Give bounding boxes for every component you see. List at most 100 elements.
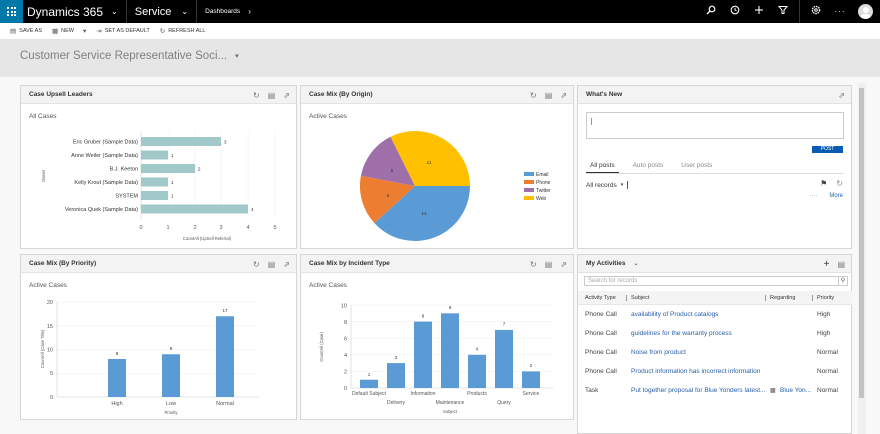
tab-all-posts[interactable]: All posts — [586, 161, 619, 173]
subject-link[interactable]: guidelines for the warranty process — [631, 330, 732, 337]
scrollbar-thumb[interactable] — [859, 88, 864, 398]
svg-text:Web: Web — [536, 196, 546, 202]
table-row[interactable]: Phone Call Product information has incor… — [578, 363, 852, 381]
svg-text:Owner: Owner — [41, 169, 46, 182]
refresh-icon[interactable]: ↻ — [836, 179, 843, 188]
svg-text:1: 1 — [171, 153, 174, 158]
svg-text:Phone: Phone — [536, 180, 551, 186]
tab-user-posts[interactable]: User posts — [681, 162, 713, 169]
priority: Normal — [817, 368, 838, 375]
dashboard-title: Customer Service Representative Soci... — [20, 50, 228, 62]
panel-header: Case Upsell Leaders ↻ ▤ ⇗ — [21, 86, 296, 104]
post-button[interactable]: POST — [812, 146, 843, 153]
svg-text:Anne Weiler (Sample Data): Anne Weiler (Sample Data) — [71, 153, 138, 159]
more-dots-icon[interactable]: ···· — [809, 193, 818, 199]
svg-text:Maintenance: Maintenance — [436, 400, 465, 406]
panel-header: Case Mix (By Origin) ↻ ▤ ⇗ — [301, 86, 573, 104]
col-subject[interactable]: Subject — [626, 295, 649, 301]
priority: High — [817, 330, 831, 337]
col-activity-type[interactable]: Activity Type — [585, 295, 616, 301]
col-regarding[interactable]: Regarding — [765, 295, 795, 301]
svg-text:4: 4 — [251, 207, 254, 212]
panel-header: Case Mix by Incident Type ↻ ▤ ⇗ — [301, 255, 573, 273]
table-row[interactable]: Phone Call availability of Product catal… — [578, 306, 852, 324]
grid-view-icon[interactable]: ▤ — [267, 90, 276, 100]
svg-text:B.J. Keeton: B.J. Keeton — [110, 167, 138, 173]
plus-icon[interactable] — [747, 5, 771, 18]
post-input[interactable] — [586, 112, 844, 139]
search-input[interactable]: Search for records ⚲ — [584, 276, 848, 286]
more-link[interactable]: More — [829, 193, 843, 199]
svg-text:Products: Products — [467, 391, 487, 397]
svg-text:Veronica Quek (Sample Data): Veronica Quek (Sample Data) — [65, 207, 138, 213]
svg-text:Normal: Normal — [216, 401, 234, 407]
table-row[interactable]: Task Put together proposal for Blue Yond… — [578, 382, 852, 400]
panel-title: Case Mix (By Priority) — [29, 260, 97, 267]
view-selector[interactable]: My Activities ⌄ — [586, 260, 639, 267]
regarding-link[interactable]: Blue Yon... — [780, 387, 812, 394]
upsell-bar-chart[interactable]: Eric Gruber (Sample Data) Anne Weiler (S… — [21, 104, 298, 250]
panel-whats-new: What's New ⇗ POST All posts Auto posts U… — [577, 85, 852, 249]
top-nav-bar: Dynamics 365 ⌄ Service ⌄ Dashboards › ··… — [0, 0, 880, 23]
search-icon[interactable]: ⚲ — [838, 277, 847, 285]
expand-icon[interactable]: ⇗ — [560, 259, 567, 269]
table-row[interactable]: Phone Call Noise from product Normal — [578, 344, 852, 362]
view-name: All Cases — [29, 113, 57, 120]
page-scrollbar[interactable] — [858, 83, 866, 434]
records-filter[interactable]: All records ▾ — [586, 181, 629, 189]
subject-link[interactable]: Put together proposal for Blue Yonders l… — [631, 387, 766, 394]
col-priority[interactable]: Priority — [812, 295, 834, 301]
expand-icon[interactable]: ⇗ — [283, 90, 290, 100]
svg-text:4: 4 — [246, 225, 249, 231]
history-icon[interactable] — [723, 5, 747, 18]
grid-view-icon[interactable]: ▤ — [544, 259, 553, 269]
filter-icon[interactable] — [771, 5, 795, 18]
panel-case-upsell-leaders: Case Upsell Leaders ↻ ▤ ⇗ All Cases Eric… — [20, 85, 297, 249]
refresh-all-label: REFRESH ALL — [168, 28, 206, 34]
subject-link[interactable]: Product information has incorrect inform… — [631, 368, 761, 375]
svg-text:0: 0 — [139, 225, 142, 231]
chevron-down-icon[interactable]: ▾ — [82, 28, 87, 35]
grid-view-icon[interactable]: ▤ — [544, 90, 553, 100]
breadcrumb-dashboards[interactable]: Dashboards — [205, 8, 241, 15]
svg-text:2: 2 — [344, 370, 347, 376]
area-switcher[interactable]: Service ⌄ — [127, 0, 198, 23]
refresh-icon[interactable]: ↻ — [530, 90, 537, 100]
search-icon[interactable] — [699, 5, 723, 18]
expand-icon[interactable]: ⇗ — [283, 259, 290, 269]
expand-icon[interactable]: ⇗ — [838, 90, 845, 100]
svg-text:8: 8 — [116, 351, 119, 356]
grid-view-icon[interactable]: ▤ — [267, 259, 276, 269]
list-view-icon[interactable]: ▤ — [837, 259, 845, 269]
chevron-right-icon: › — [248, 7, 251, 16]
save-as-button[interactable]: ▤ SAVE AS — [10, 27, 42, 35]
app-launcher-button[interactable] — [0, 0, 23, 23]
origin-pie-chart[interactable]: 13 5 5 11 Email Phone Twitter Web — [301, 104, 575, 250]
expand-icon[interactable]: ⇗ — [560, 90, 567, 100]
user-avatar[interactable] — [858, 4, 873, 19]
svg-text:11: 11 — [427, 160, 432, 165]
new-button[interactable]: ▩ NEW ▾ — [52, 27, 86, 35]
priority: Normal — [817, 349, 838, 356]
subject-link[interactable]: Noise from product — [631, 349, 686, 356]
refresh-icon[interactable]: ↻ — [530, 259, 537, 269]
svg-text:Priority: Priority — [164, 410, 178, 415]
subject-link[interactable]: availability of Product catalogs — [631, 311, 719, 318]
follow-flag-icon[interactable]: ⚑ — [820, 179, 828, 188]
priority-bar-chart[interactable]: 8 9 17 0 5 10 15 20 High Low Normal Priority Cou… — [21, 273, 298, 421]
set-as-default-button[interactable]: ⇥ SET AS DEFAULT — [96, 27, 150, 35]
breadcrumb[interactable]: Dashboards › — [197, 7, 259, 16]
table-row[interactable]: Phone Call guidelines for the warranty p… — [578, 325, 852, 343]
app-switcher[interactable]: Dynamics 365 ⌄ — [23, 0, 127, 23]
refresh-icon[interactable]: ↻ — [253, 90, 260, 100]
refresh-all-button[interactable]: ↻ REFRESH ALL — [160, 27, 206, 35]
more-icon[interactable]: ··· — [834, 7, 846, 16]
tab-auto-posts[interactable]: Auto posts — [632, 162, 664, 169]
dashboard-selector[interactable]: Customer Service Representative Soci... … — [20, 50, 239, 62]
refresh-icon[interactable]: ↻ — [253, 259, 260, 269]
gear-icon[interactable] — [804, 5, 828, 18]
incident-bar-chart[interactable]: 1 3 8 9 4 7 2 0 2 4 6 8 10 Default Subject Delivery… — [301, 273, 575, 421]
add-icon[interactable]: + — [823, 258, 830, 270]
svg-text:High: High — [111, 401, 122, 407]
svg-text:4: 4 — [344, 353, 347, 359]
